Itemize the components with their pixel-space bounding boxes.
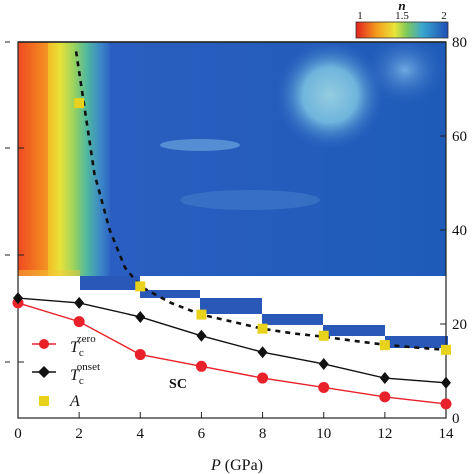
- legend: Tczero Tconset A: [32, 333, 100, 410]
- x-tick-label: 4: [137, 426, 145, 442]
- x-tick-label: 10: [316, 426, 331, 442]
- point-a: [379, 340, 390, 351]
- colorbar-tick-1-5: 1.5: [395, 10, 409, 22]
- point-a: [196, 309, 207, 320]
- x-tick-label: 8: [259, 426, 267, 442]
- point-tc-onset: [135, 310, 146, 323]
- point-tc-zero: [318, 381, 330, 393]
- series-line-tc-zero: [17, 302, 447, 405]
- legend-item-tc-onset: Tconset: [32, 361, 100, 387]
- x-tick-label: 0: [14, 426, 22, 442]
- legend-item-tc-zero: Tczero: [32, 333, 96, 359]
- x-tick-label: 6: [198, 426, 206, 442]
- point-tc-onset: [74, 296, 85, 309]
- sc-region-label: SC: [169, 377, 187, 392]
- series-layer: [12, 98, 452, 410]
- point-tc-zero: [195, 360, 207, 372]
- point-a: [441, 344, 451, 355]
- colorbar-label: n: [398, 0, 405, 13]
- y-tick-label: 40: [452, 223, 467, 239]
- colorbar: n 1 1.5 2: [355, 0, 449, 39]
- x-axis-label-prefix: P: [210, 457, 221, 474]
- boundary-steps: [80, 276, 448, 348]
- point-a: [135, 281, 146, 292]
- dashed-fit-line: [74, 51, 447, 352]
- left-ticks: [5, 41, 24, 363]
- point-tc-onset: [257, 346, 268, 359]
- point-a: [74, 98, 85, 109]
- point-tc-onset: [318, 357, 329, 370]
- point-a: [257, 323, 268, 334]
- point-tc-zero: [134, 349, 146, 361]
- right-y-ticks: 0 20 40 60 80: [440, 35, 467, 427]
- x-ticks: 0 2 4 6 8 10 12 14: [14, 412, 454, 442]
- point-tc-onset: [13, 292, 23, 305]
- x-axis-label-unit: (GPa): [225, 457, 263, 474]
- legend-item-a: A: [39, 393, 80, 410]
- point-a: [318, 330, 329, 341]
- point-tc-onset: [441, 376, 451, 389]
- point-tc-zero: [257, 372, 269, 384]
- point-tc-onset: [196, 329, 207, 342]
- point-tc-zero: [440, 398, 452, 410]
- point-tc-zero: [379, 391, 391, 403]
- legend-label-tc-zero: Tczero: [70, 333, 96, 359]
- point-tc-zero: [73, 316, 85, 328]
- x-axis-label: P (GPa): [210, 457, 263, 474]
- y-tick-label: 20: [452, 317, 467, 333]
- legend-label-tc-onset: Tconset: [70, 361, 100, 387]
- y-tick-label: 0: [452, 411, 460, 427]
- colorbar-tick-1: 1: [357, 10, 363, 22]
- x-tick-label: 12: [377, 426, 392, 442]
- colorbar-tick-2: 2: [441, 10, 447, 22]
- y-tick-label: 80: [452, 35, 467, 51]
- y-tick-label: 60: [452, 129, 467, 145]
- x-tick-label: 14: [439, 426, 455, 442]
- point-tc-onset: [379, 372, 390, 385]
- legend-label-a: A: [69, 393, 80, 410]
- series-line-tc-onset: [17, 297, 447, 384]
- heatmap: [18, 42, 446, 350]
- x-tick-label: 2: [75, 426, 83, 442]
